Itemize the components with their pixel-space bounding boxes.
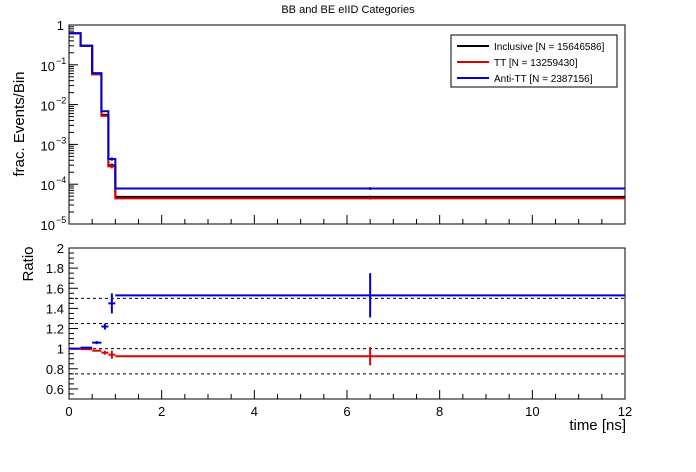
upper-y-tick-label: 10 — [41, 218, 55, 233]
x-tick-label: 4 — [251, 404, 258, 419]
lower-y-tick-label: 0.6 — [46, 382, 64, 397]
upper-y-tick-label: 10 — [41, 178, 55, 193]
upper-y-tick-exponent: −2 — [56, 96, 66, 106]
x-tick-label: 0 — [65, 404, 72, 419]
lower-y-axis-label: Ratio — [20, 246, 37, 281]
lower-y-tick-label: 1 — [57, 342, 64, 357]
lower-y-tick-label: 0.8 — [46, 362, 64, 377]
legend-entry-label: Anti-TT [N = 2387156] — [494, 74, 593, 85]
legend: Inclusive [N = 15646586] TT [N = 13259430… — [450, 34, 618, 88]
x-tick-label: 8 — [436, 404, 443, 419]
lower-y-tick-label: 1.8 — [46, 261, 64, 276]
upper-y-tick-exponent: −5 — [56, 215, 66, 225]
upper-y-tick-exponent: −3 — [56, 135, 66, 145]
lower-y-tick-label: 2 — [57, 241, 64, 256]
lower-y-tick-label: 1.6 — [46, 281, 64, 296]
upper-y-tick-exponent: −1 — [56, 56, 66, 66]
upper-y-tick-label: 10 — [41, 99, 55, 114]
legend-entry-label: TT [N = 13259430] — [494, 58, 578, 69]
series-step-line — [69, 32, 625, 190]
upper-y-tick-label: 10 — [41, 138, 55, 153]
ratio-series-1 — [69, 273, 625, 350]
x-tick-label: 6 — [343, 404, 350, 419]
upper-y-tick-label: 10 — [41, 59, 55, 74]
upper-y-tick-label: 1 — [57, 18, 64, 33]
x-tick-label: 2 — [158, 404, 165, 419]
upper-y-tick-exponent: −4 — [56, 175, 66, 185]
chart-title: BB and BE eIID Categories — [281, 4, 415, 16]
upper-y-axis-label: frac. Events/Bin — [11, 71, 28, 176]
x-axis-label: time [ns] — [569, 417, 626, 434]
legend-entry-label: Inclusive [N = 15646586] — [494, 42, 605, 53]
ratio-series-0 — [69, 347, 625, 366]
lower-y-tick-label: 1.2 — [46, 322, 64, 337]
series-2 — [69, 32, 625, 190]
x-tick-label: 10 — [525, 404, 539, 419]
x-tick-label: 12 — [618, 404, 632, 419]
lower-y-tick-label: 1.4 — [46, 301, 64, 316]
